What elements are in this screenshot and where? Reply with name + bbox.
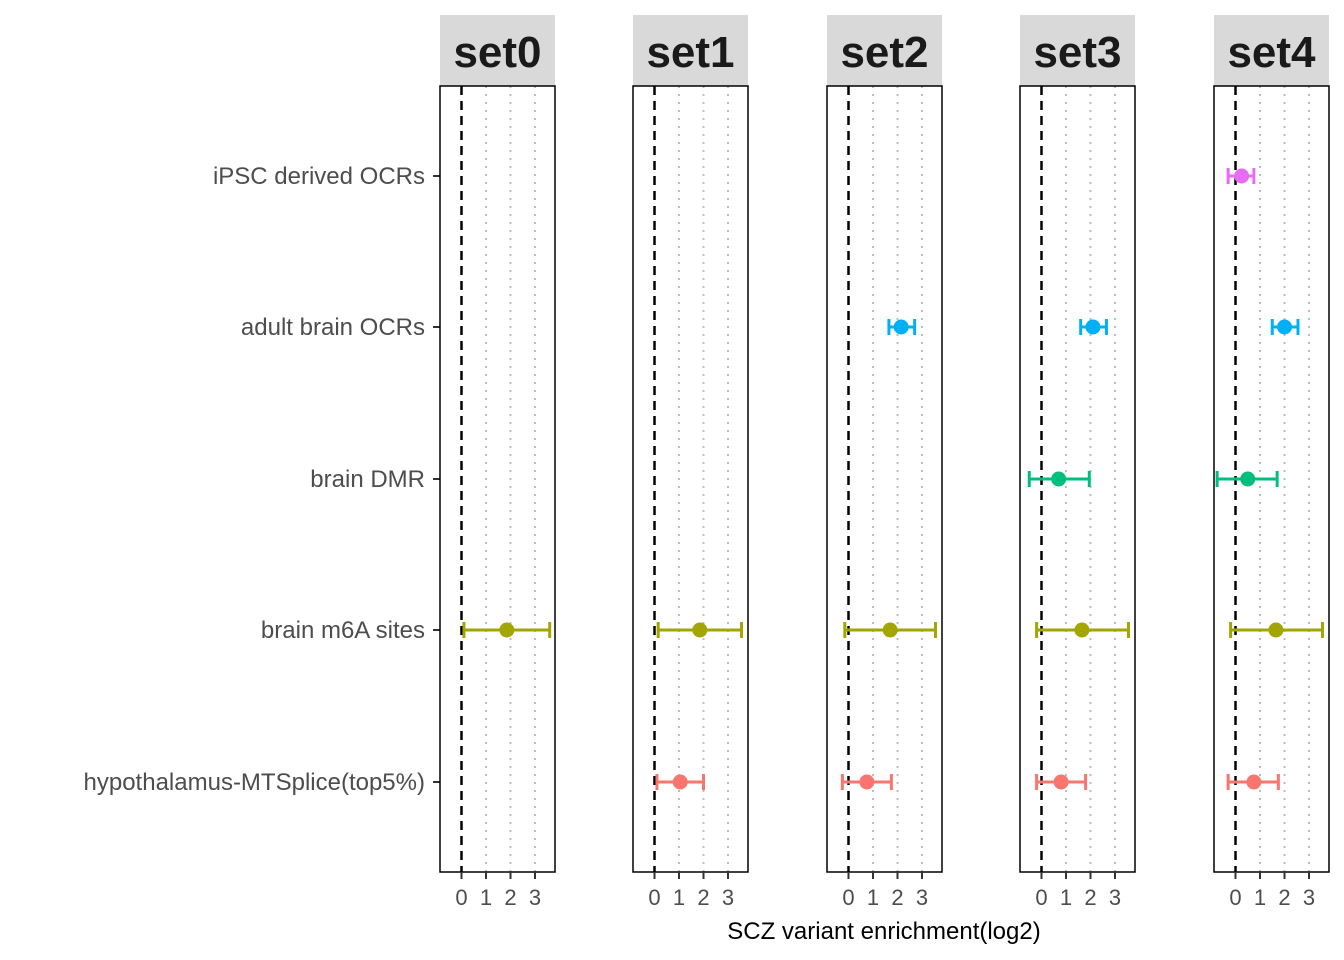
x-tick-label: 2 [891,885,903,910]
facet-strip [633,15,748,86]
facet-strip [1214,15,1329,86]
x-tick-label: 3 [1303,885,1315,910]
category-label: iPSC derived OCRs [213,163,425,190]
x-tick-label: 1 [1060,885,1072,910]
x-tick-label: 0 [1229,885,1241,910]
x-tick-label: 2 [504,885,516,910]
category-label: brain DMR [310,466,425,493]
facet-strip [440,15,555,86]
x-tick-label: 0 [455,885,467,910]
category-label: adult brain OCRs [241,314,425,341]
x-tick-label: 3 [916,885,928,910]
x-tick-label: 1 [673,885,685,910]
data-point [1051,471,1067,487]
data-point [882,622,898,638]
x-tick-label: 2 [1084,885,1096,910]
panel-border [826,85,943,873]
data-point [1074,622,1090,638]
x-tick-label: 2 [697,885,709,910]
data-point [499,622,515,638]
data-point [692,622,708,638]
x-tick-label: 3 [722,885,734,910]
facet-strip [1020,15,1135,86]
x-tick-label: 0 [842,885,854,910]
data-point [893,319,909,335]
x-tick-label: 1 [867,885,879,910]
panel-border [1213,85,1330,873]
x-tick-label: 2 [1278,885,1290,910]
facet-strip-label: set1 [646,28,734,77]
panel-border [632,85,749,873]
x-tick-label: 0 [648,885,660,910]
data-point [1240,471,1256,487]
data-point [1053,774,1069,790]
x-tick-label: 0 [1035,885,1047,910]
facet-strip-label: set0 [453,28,541,77]
category-label: brain m6A sites [261,617,425,644]
x-tick-label: 1 [480,885,492,910]
data-point [1277,319,1292,335]
facet-strip-label: set2 [840,28,928,77]
facet-strip [827,15,942,86]
facet-strip-label: set3 [1033,28,1121,77]
panel-border [439,85,556,873]
data-point [1234,168,1250,184]
data-point [1246,774,1262,790]
facet-strip-label: set4 [1227,28,1316,77]
x-tick-label: 3 [529,885,541,910]
panel-border [1019,85,1136,873]
data-point [1268,622,1284,638]
data-point [1085,319,1101,335]
x-tick-label: 3 [1109,885,1121,910]
x-tick-label: 1 [1254,885,1266,910]
category-label: hypothalamus-MTSplice(top5%) [84,769,425,796]
x-axis-title: SCZ variant enrichment(log2) [727,918,1040,945]
data-point [672,774,688,790]
data-point [859,774,875,790]
